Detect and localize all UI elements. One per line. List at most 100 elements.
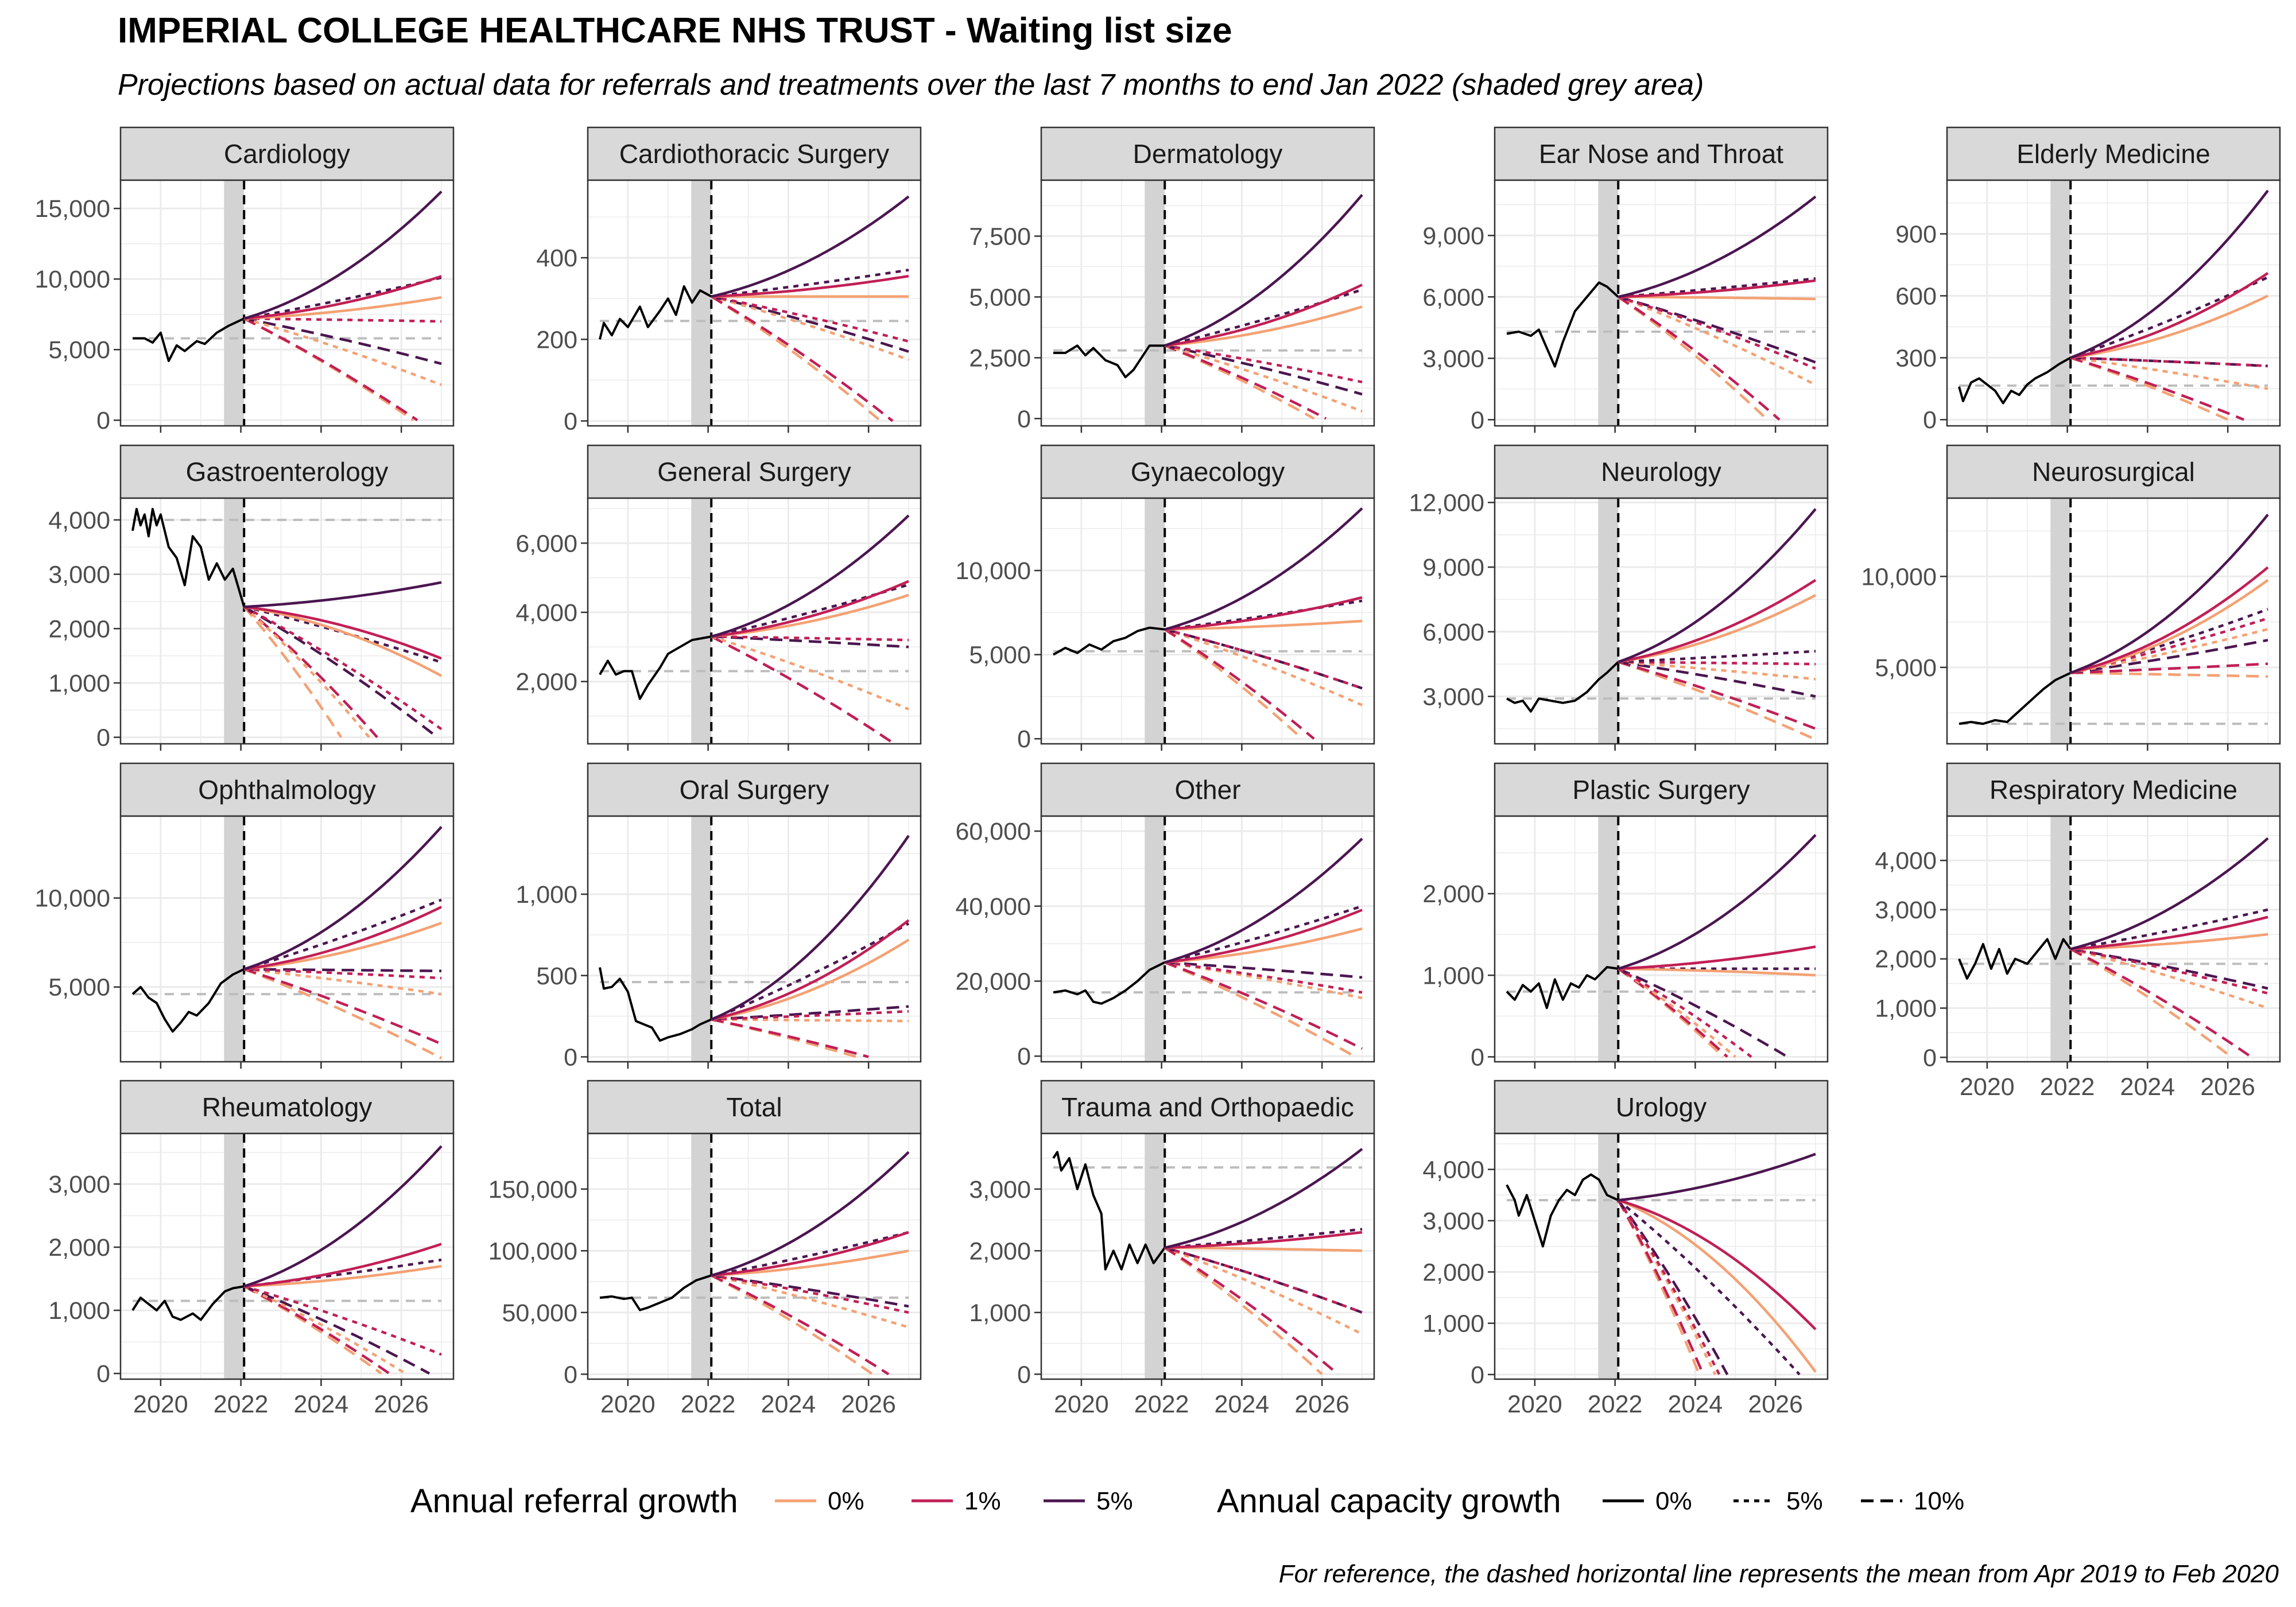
panel-background	[1041, 498, 1374, 744]
projection-line-r1c0	[2070, 915, 2268, 950]
projection-line-r1c0	[1618, 945, 1816, 971]
panel-series	[599, 514, 910, 744]
x-axis	[160, 426, 402, 433]
panel-border	[1946, 815, 2281, 1063]
projection-line-r5c0	[1164, 193, 1363, 347]
projection-line-r0c0	[1618, 1199, 1817, 1373]
projection-line-r5c5	[1164, 905, 1363, 964]
shaded-period	[1598, 180, 1619, 426]
projection-line-r0c5	[243, 605, 371, 739]
panel-rheumatology: Rheumatology 0 1,000 2,000 3,000 2020 2022 2024…	[48, 1080, 455, 1418]
legend-referral-label: 5%	[1096, 1487, 1133, 1515]
panel-strip	[587, 1080, 922, 1135]
projection-line-r1c5	[243, 1285, 442, 1356]
panel-border	[1040, 497, 1375, 745]
y-tick-label: 2,500	[969, 344, 1031, 372]
panel-border	[1040, 1132, 1375, 1380]
projection-line-r5c10	[1618, 296, 1816, 364]
projection-line-r0c5	[1164, 628, 1363, 707]
x-tick-label: 2020	[600, 1391, 656, 1418]
shaded-period	[2050, 180, 2071, 426]
projection-line-r1c10	[243, 605, 378, 739]
projection-line-r5c5	[1617, 1199, 1801, 1376]
panel-gridlines	[1495, 816, 1828, 1062]
y-tick-label: 0	[564, 1361, 577, 1388]
projection-line-r5c10	[711, 635, 909, 649]
projection-line-r1c0	[1618, 1199, 1817, 1330]
projection-line-r1c0	[711, 1231, 909, 1277]
projection-line-r5c5	[1165, 1228, 1363, 1249]
projection-line-r0c0	[711, 938, 910, 1021]
y-tick-label: 600	[1895, 282, 1937, 310]
projection-line-r1c10	[711, 295, 894, 422]
y-tick-label: 10,000	[34, 266, 110, 293]
y-axis: 0 1,000 2,000 3,000 4,000	[48, 507, 121, 752]
actual-waiting-list-line	[133, 317, 245, 362]
panel-dermatology: Dermatology 0 2,500 5,000 7,500	[969, 126, 1375, 433]
legend-referral-label: 0%	[828, 1487, 864, 1515]
projection-line-r5c10	[711, 1274, 909, 1308]
shaded-period	[1598, 1134, 1619, 1379]
shaded-period	[1145, 498, 1165, 744]
panel-plastic-surgery: Plastic Surgery 0 1,000 2,000	[1422, 762, 1829, 1071]
x-axis: 2020 2022 2024 2026	[133, 1379, 429, 1418]
projection-line-r1c5	[1618, 661, 1816, 666]
panel-series	[1506, 834, 1817, 1058]
y-tick-label: 10,000	[34, 885, 110, 913]
panel-strip-label: Rheumatology	[202, 1092, 373, 1122]
projection-line-r0c0	[711, 1249, 909, 1277]
panel-cardiology: Cardiology 0 5,000 10,000 15,000	[34, 126, 455, 434]
panel-background	[588, 1134, 921, 1379]
x-axis: 2020 2022 2024 2026	[1960, 1062, 2255, 1101]
panel-neurology: Neurology 3,000 6,000 9,000 12,000	[1409, 444, 1829, 751]
y-tick-label: 6,000	[1422, 284, 1484, 311]
projection-line-r1c0	[243, 275, 442, 320]
projection-line-r5c5	[711, 269, 909, 298]
projection-line-r5c5	[1164, 288, 1363, 347]
projection-line-r0c0	[243, 605, 443, 677]
projection-line-r0c0	[2070, 933, 2268, 950]
x-axis	[627, 744, 870, 751]
projection-line-r0c5	[243, 317, 442, 386]
panel-gynaecology: Gynaecology 0 5,000 10,000	[955, 444, 1375, 753]
y-axis: 0 1,000 2,000	[1422, 880, 1495, 1071]
x-tick-label: 2026	[1748, 1391, 1803, 1418]
projection-line-r1c10	[711, 635, 897, 744]
panel-other: Other 0 20,000 40,000 60,000	[955, 762, 1375, 1070]
x-tick-label: 2020	[1054, 1391, 1109, 1418]
projection-line-r1c10	[243, 1285, 390, 1375]
x-tick-label: 2026	[1294, 1391, 1349, 1418]
actual-waiting-list-line	[1053, 626, 1165, 656]
projection-line-r1c0	[711, 919, 910, 1021]
projection-line-r1c5	[711, 1010, 909, 1021]
projection-line-r1c10	[2070, 356, 2244, 421]
y-axis: 0 200 400	[536, 244, 588, 435]
y-tick-label: 0	[1471, 406, 1484, 434]
legend-capacity-label: 5%	[1786, 1487, 1823, 1515]
panel-border	[119, 179, 455, 427]
x-axis: 2020 2022 2024 2026	[1054, 1379, 1349, 1418]
projection-line-r5c0	[1618, 508, 1817, 663]
panel-strip-label: Total	[726, 1092, 782, 1122]
panel-gridlines	[588, 498, 921, 744]
y-tick-label: 1,000	[1422, 962, 1484, 989]
y-tick-label: 5,000	[969, 642, 1031, 669]
y-tick-label: 2,000	[1422, 1259, 1484, 1286]
y-axis: 0 5,000 10,000	[955, 557, 1041, 753]
projection-line-r5c0	[711, 195, 910, 298]
y-axis: 0 50,000 100,000 150,000	[488, 1176, 588, 1388]
y-tick-label: 15,000	[34, 195, 110, 223]
y-tick-label: 0	[1017, 725, 1031, 753]
projection-line-r5c0	[711, 514, 910, 638]
legend-capacity-label: 0%	[1655, 1487, 1692, 1515]
x-tick-label: 2022	[681, 1391, 736, 1418]
y-tick-label: 9,000	[1422, 222, 1484, 250]
x-tick-label: 2022	[214, 1391, 269, 1418]
projection-line-r0c0	[1165, 927, 1363, 964]
y-tick-label: 0	[1017, 1361, 1031, 1388]
projection-line-r1c10	[711, 1274, 890, 1376]
y-tick-label: 0	[96, 1360, 110, 1388]
projection-line-r5c10	[243, 317, 442, 365]
y-tick-label: 12,000	[1409, 490, 1484, 517]
panel-strip	[1494, 1080, 1829, 1135]
